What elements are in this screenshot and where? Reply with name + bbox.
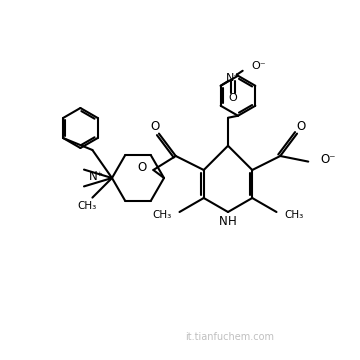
Text: O: O: [228, 93, 237, 103]
Text: N: N: [219, 215, 228, 228]
Text: H: H: [228, 215, 237, 228]
Text: O⁻: O⁻: [252, 61, 266, 71]
Text: N⁺: N⁺: [89, 170, 104, 183]
Text: CH₃: CH₃: [78, 201, 97, 211]
Text: O: O: [137, 161, 147, 174]
Text: O⁻: O⁻: [320, 153, 336, 166]
Text: O: O: [296, 120, 306, 133]
Text: it.tianfuchem.com: it.tianfuchem.com: [185, 332, 274, 342]
Text: O: O: [150, 120, 159, 133]
Text: CH₃: CH₃: [152, 210, 171, 220]
Text: N⁺: N⁺: [226, 73, 240, 83]
Text: CH₃: CH₃: [284, 210, 304, 220]
